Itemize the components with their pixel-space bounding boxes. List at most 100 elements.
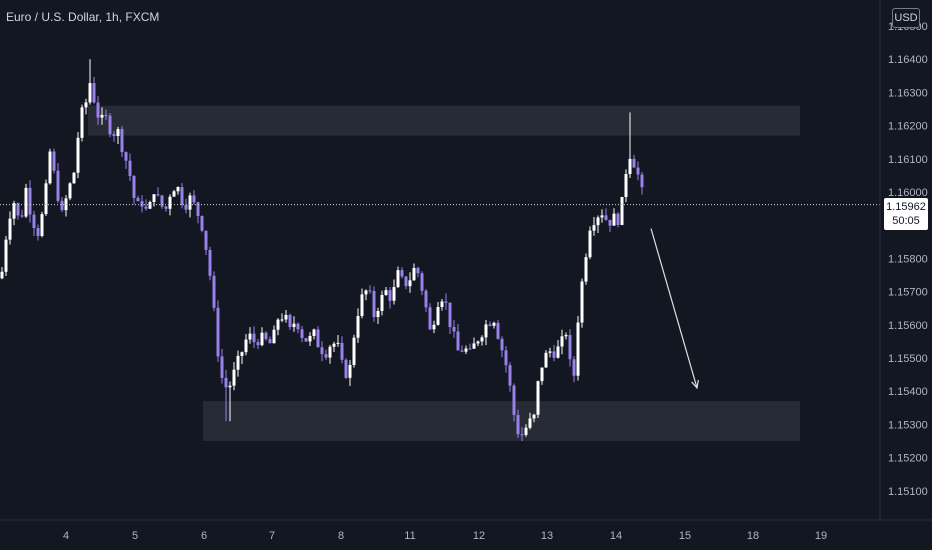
candle-body: [140, 201, 144, 207]
candle-body: [156, 194, 160, 196]
candle-body: [188, 195, 192, 210]
candle-body: [268, 339, 272, 344]
candle-body: [4, 239, 8, 272]
candle-body: [516, 414, 520, 435]
candle-body: [376, 310, 380, 318]
candle-body: [308, 335, 312, 342]
zone-1: [88, 105, 800, 136]
candle-body: [88, 83, 92, 103]
candle-body: [436, 307, 440, 325]
time-tick-label: 5: [132, 530, 138, 542]
candle-body: [52, 151, 56, 171]
candle-body: [240, 352, 244, 356]
candle-body: [16, 203, 20, 216]
arrow-head: [691, 379, 699, 390]
candle-body: [588, 230, 592, 258]
candle-body: [364, 290, 368, 295]
candle-body: [204, 230, 208, 250]
candle-body: [256, 342, 260, 346]
candle-body: [576, 322, 580, 376]
price-tick-label: 1.16300: [888, 87, 928, 99]
candle-body: [112, 134, 116, 137]
time-tick-label: 15: [679, 530, 691, 542]
candle-body: [312, 329, 316, 336]
candle-body: [456, 331, 460, 351]
time-tick-label: 12: [473, 530, 485, 542]
candle-body: [504, 350, 508, 366]
candle-body: [444, 301, 448, 303]
candle-body: [440, 301, 444, 308]
candle-body: [596, 217, 600, 226]
current-price-label: 1.15962 50:05: [884, 198, 928, 230]
candle-body: [104, 114, 108, 116]
candle-body: [380, 295, 384, 311]
candle-body: [388, 290, 392, 301]
candles-layer: [0, 59, 644, 441]
candle-body: [392, 287, 396, 301]
candle-body: [352, 337, 356, 365]
candle-body: [564, 335, 568, 337]
candle-body: [612, 213, 616, 226]
price-axis: 1.15100 1.15200 1.15300 1.15400 1.15500 1.156…: [888, 21, 928, 498]
chart-title: Euro / U.S. Dollar, 1h, FXCM: [6, 10, 160, 24]
price-tick-label: 1.15600: [888, 320, 928, 332]
candle-body: [212, 275, 216, 308]
time-tick-label: 4: [63, 530, 69, 542]
candle-body: [480, 337, 484, 342]
time-tick-label: 11: [404, 530, 415, 542]
candle-body: [200, 216, 204, 231]
candle-body: [496, 322, 500, 339]
candle-body: [108, 115, 112, 135]
candle-body: [524, 427, 528, 435]
candle-body: [48, 151, 52, 184]
candle-body: [8, 218, 12, 240]
candle-body: [620, 196, 624, 225]
time-tick-label: 19: [815, 530, 827, 542]
candle-body: [560, 336, 564, 347]
candle-body: [492, 322, 496, 326]
candle-body: [408, 280, 412, 287]
candle-body: [68, 183, 72, 199]
candle-body: [328, 346, 332, 358]
candle-body: [192, 195, 196, 203]
price-tick-label: 1.16100: [888, 154, 928, 166]
candle-body: [632, 158, 636, 168]
price-tick-label: 1.16200: [888, 121, 928, 133]
candle-body: [520, 434, 524, 436]
candle-body: [184, 204, 188, 210]
time-axis: 4 5 6 7 8 11 12 13 14 15 18 19: [63, 530, 827, 542]
candle-body: [172, 191, 176, 197]
candle-body: [360, 294, 364, 317]
candle-body: [264, 332, 268, 340]
candle-body: [356, 316, 360, 338]
candle-body: [600, 215, 604, 218]
candle-body: [120, 129, 124, 153]
candle-body: [500, 338, 504, 351]
candle-body: [220, 356, 224, 378]
candle-body: [208, 249, 212, 276]
candle-body: [548, 351, 552, 353]
candle-body: [536, 381, 540, 415]
candle-body: [476, 341, 480, 344]
zone-2: [203, 401, 800, 441]
candle-body: [96, 102, 100, 118]
candle-body: [628, 158, 632, 175]
candle-body: [508, 365, 512, 386]
candle-body: [604, 215, 608, 220]
price-tick-label: 1.15400: [888, 386, 928, 398]
candle-body: [540, 367, 544, 382]
candle-body: [568, 335, 572, 360]
price-tick-label: 1.16400: [888, 54, 928, 66]
candle-body: [232, 369, 236, 386]
price-tick-label: 1.15500: [888, 353, 928, 365]
candle-body: [80, 107, 84, 138]
candle-body: [424, 290, 428, 308]
projection-arrow: [650, 228, 699, 390]
price-tick-label: 1.16000: [888, 187, 928, 199]
time-tick-label: 8: [338, 530, 344, 542]
candle-body: [288, 314, 292, 328]
candle-body: [532, 414, 536, 419]
currency-button[interactable]: USD: [892, 8, 920, 28]
candle-body: [276, 319, 280, 330]
